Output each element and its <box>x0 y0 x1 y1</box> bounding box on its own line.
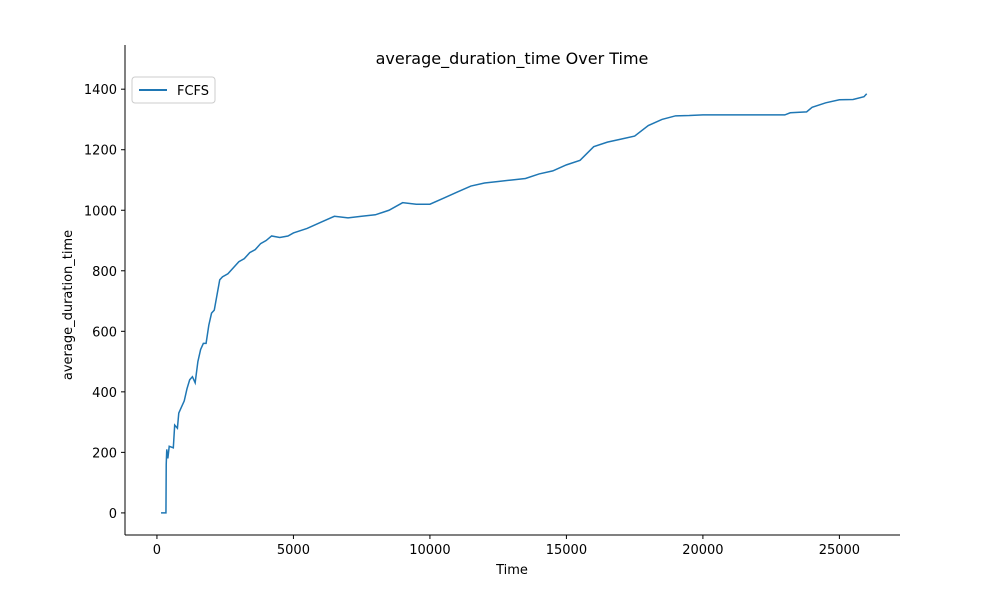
y-tick-label: 200 <box>92 446 117 461</box>
x-axis-label: Time <box>495 563 528 578</box>
legend-box <box>131 76 216 104</box>
y-tick-label: 1000 <box>84 204 117 219</box>
y-tick-label: 400 <box>92 386 117 401</box>
y-tick-label: 600 <box>92 325 117 340</box>
x-tick-label: 0 <box>153 543 161 558</box>
y-tick-label: 800 <box>92 265 117 280</box>
legend-label: FCFS <box>177 84 209 99</box>
x-tick-label: 15000 <box>546 543 587 558</box>
y-tick-label: 0 <box>109 507 117 522</box>
x-tick-label: 25000 <box>819 543 860 558</box>
x-tick-label: 10000 <box>409 543 450 558</box>
chart-title: average_duration_time Over Time <box>376 49 649 69</box>
x-tick-label: 5000 <box>277 543 310 558</box>
y-tick-label: 1400 <box>84 83 117 98</box>
y-axis-label: average_duration_time <box>61 230 76 380</box>
y-tick-label: 1200 <box>84 144 117 159</box>
line-series <box>161 93 868 514</box>
x-tick-label: 20000 <box>682 543 723 558</box>
